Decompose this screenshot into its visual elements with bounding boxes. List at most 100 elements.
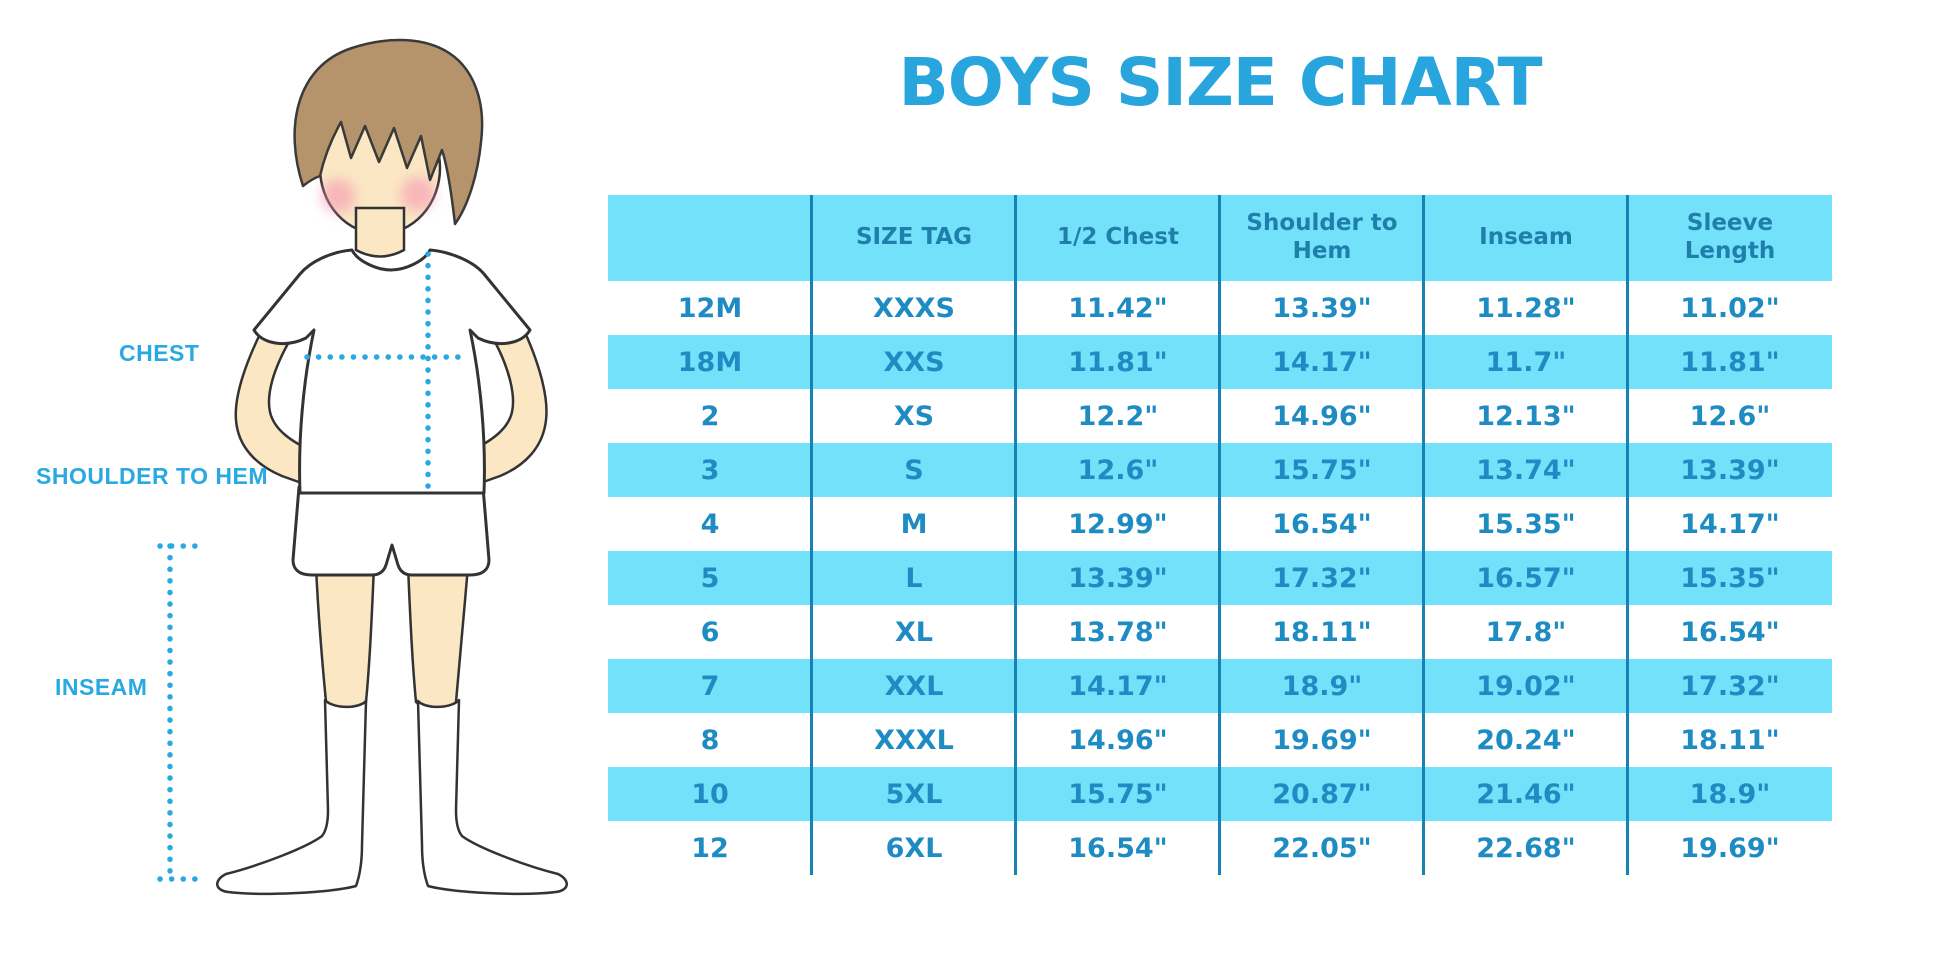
table-row: 10 5XL 15.75" 20.87" 21.46" 18.9" (608, 767, 1832, 821)
size-label-cell: 5 (608, 551, 812, 605)
value-cell: 15.75" (1220, 443, 1424, 497)
value-cell: 16.54" (1680, 616, 1780, 648)
value-cell: 17.8" (1485, 616, 1567, 648)
value-cell: S (812, 443, 1016, 497)
value-cell: 15.75" (1016, 767, 1220, 821)
column-separator (1626, 195, 1629, 875)
value-cell: 6XL (885, 832, 943, 864)
leg-right (406, 564, 470, 710)
value-cell: 11.02" (1680, 292, 1780, 324)
value-cell: 12.99" (1068, 508, 1168, 540)
column-separator (810, 195, 813, 875)
value-cell: XXXL (874, 724, 954, 756)
value-cell: 16.54" (1272, 508, 1372, 540)
size-label-cell: 6 (700, 616, 720, 648)
leg-left (314, 564, 376, 710)
value-cell: 21.46" (1424, 767, 1628, 821)
value-cell: 15.35" (1476, 508, 1576, 540)
shorts (291, 485, 491, 577)
value-cell: 5XL (812, 767, 1016, 821)
value-cell: 14.17" (1016, 659, 1220, 713)
cheek-right (401, 177, 435, 211)
table-row: 18M XXS 11.81" 14.17" 11.7" 11.81" (608, 335, 1832, 389)
value-cell: 19.02" (1424, 659, 1628, 713)
value-cell: 13.74" (1424, 443, 1628, 497)
value-cell: 13.39" (1016, 551, 1220, 605)
value-cell: 11.7" (1424, 335, 1628, 389)
inseam-label: INSEAM (55, 674, 148, 700)
size-label-cell: 3 (608, 443, 812, 497)
value-cell: 18.11" (1272, 616, 1372, 648)
value-cell: 14.96" (1272, 400, 1372, 432)
size-label-cell: 18M (608, 335, 812, 389)
size-table-head-row: SIZE TAG 1/2 Chest Shoulder to Hem Inseam Sl… (608, 195, 1832, 281)
size-label-cell: 7 (608, 659, 812, 713)
value-cell: 18.11" (1680, 724, 1780, 756)
value-cell: XXL (812, 659, 1016, 713)
table-row: 3 S 12.6" 15.75" 13.74" 13.39" (608, 443, 1832, 497)
header-cell: 1/2 Chest (1016, 195, 1220, 281)
value-cell: 11.81" (1628, 335, 1832, 389)
table-row: 8 XXXL 14.96" 19.69" 20.24" 18.11" (608, 713, 1832, 767)
value-cell: 14.96" (1068, 724, 1168, 756)
value-cell: 17.32" (1628, 659, 1832, 713)
value-cell: 13.78" (1068, 616, 1168, 648)
value-cell: 13.39" (1628, 443, 1832, 497)
value-cell: 17.32" (1220, 551, 1424, 605)
shoulder-to-hem-label: SHOULDER TO HEM (36, 463, 268, 489)
value-cell: XS (893, 400, 935, 432)
sock-right (416, 698, 568, 896)
header-cell: Inseam (1424, 195, 1628, 281)
size-label-cell: 12M (677, 292, 743, 324)
hair (293, 38, 484, 226)
column-separator (1014, 195, 1017, 875)
size-label-cell: 4 (700, 508, 720, 540)
table-row: 2 XS 12.2" 14.96" 12.13" 12.6" (608, 389, 1832, 443)
value-cell: 22.68" (1476, 832, 1576, 864)
boy-illustration (157, 38, 568, 896)
value-cell: 19.69" (1272, 724, 1372, 756)
value-cell: 16.57" (1424, 551, 1628, 605)
value-cell: 12.6" (1689, 400, 1771, 432)
size-table-grid: SIZE TAG 1/2 Chest Shoulder to Hem Inseam Sl… (608, 195, 1832, 875)
value-cell: 22.05" (1272, 832, 1372, 864)
neck (354, 206, 406, 258)
corner-cell (608, 195, 812, 281)
value-cell: 11.42" (1068, 292, 1168, 324)
value-cell: 18.9" (1220, 659, 1424, 713)
value-cell: XXXS (873, 292, 955, 324)
table-row: 4 M 12.99" 16.54" 15.35" 14.17" (608, 497, 1832, 551)
table-row: 5 L 13.39" 17.32" 16.57" 15.35" (608, 551, 1832, 605)
table-row: 12M XXXS 11.42" 13.39" 11.28" 11.02" (608, 281, 1832, 335)
value-cell: 14.17" (1680, 508, 1780, 540)
value-cell: 11.81" (1016, 335, 1220, 389)
table-row: 6 XL 13.78" 18.11" 17.8" 16.54" (608, 605, 1832, 659)
table-row: 12 6XL 16.54" 22.05" 22.68" 19.69" (608, 821, 1832, 875)
cheek-left (321, 179, 355, 213)
column-separator (1422, 195, 1425, 875)
value-cell: M (900, 508, 928, 540)
page-title: BOYS SIZE CHART (898, 44, 1542, 121)
table-row: 7 XXL 14.17" 18.9" 19.02" 17.32" (608, 659, 1832, 713)
value-cell: L (812, 551, 1016, 605)
value-cell: 13.39" (1272, 292, 1372, 324)
header-cell: Shoulder to Hem (1220, 195, 1424, 281)
value-cell: 18.9" (1628, 767, 1832, 821)
value-cell: 14.17" (1220, 335, 1424, 389)
value-cell: 16.54" (1068, 832, 1168, 864)
value-cell: 15.35" (1628, 551, 1832, 605)
value-cell: 12.6" (1016, 443, 1220, 497)
size-table: SIZE TAG 1/2 Chest Shoulder to Hem Inseam Sl… (608, 195, 1832, 875)
tshirt (252, 248, 532, 495)
header-cell: Sleeve Length (1628, 195, 1832, 281)
value-cell: 12.13" (1476, 400, 1576, 432)
size-label-cell: 8 (700, 724, 720, 756)
header-cell: SIZE TAG (812, 195, 1016, 281)
sock-left (216, 698, 368, 896)
column-separator (1218, 195, 1221, 875)
value-cell: 20.87" (1220, 767, 1424, 821)
size-label-cell: 10 (608, 767, 812, 821)
value-cell: XL (894, 616, 934, 648)
chest-label: CHEST (119, 340, 200, 366)
